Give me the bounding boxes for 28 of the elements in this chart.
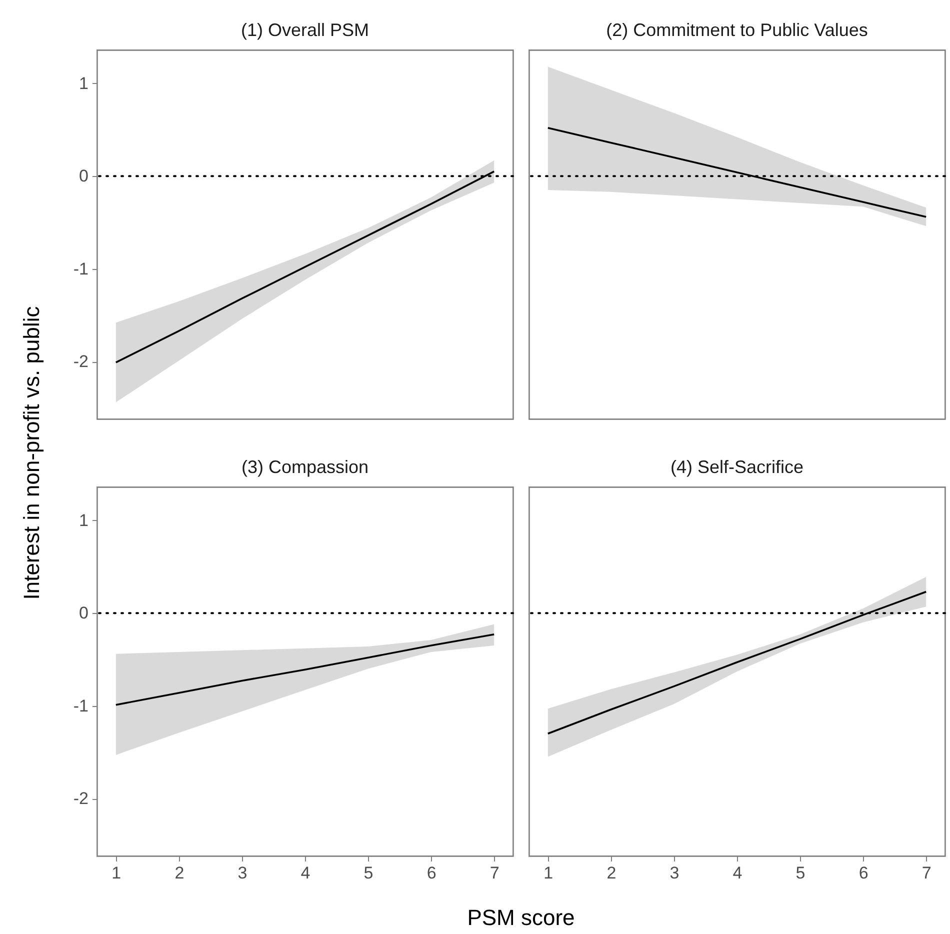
x-tick-label: 1 bbox=[112, 864, 122, 882]
x-tick-label: 6 bbox=[426, 864, 436, 882]
x-tick-label: 7 bbox=[922, 864, 932, 882]
x-tick-label: 7 bbox=[490, 864, 500, 882]
chart-title: (2) Commitment to Public Values bbox=[606, 20, 868, 40]
chart-title: (4) Self-Sacrifice bbox=[670, 457, 804, 477]
y-axis-title: Interest in non-profit vs. public bbox=[19, 306, 45, 600]
x-tick-label: 3 bbox=[670, 864, 680, 882]
y-tick-label: 1 bbox=[79, 510, 88, 530]
y-tick-label: 0 bbox=[79, 166, 88, 186]
x-tick-label: 2 bbox=[174, 864, 184, 882]
x-tick-label: 3 bbox=[238, 864, 248, 882]
y-tick-label: -2 bbox=[73, 789, 88, 808]
y-tick-label: -2 bbox=[73, 352, 88, 372]
x-tick-label: 5 bbox=[796, 864, 806, 882]
y-tick-label: 1 bbox=[79, 74, 88, 93]
x-tick-label: 4 bbox=[732, 864, 742, 882]
x-tick-label: 1 bbox=[544, 864, 554, 882]
x-tick-label: 4 bbox=[300, 864, 310, 882]
y-tick-label: -1 bbox=[73, 696, 88, 716]
x-tick-label: 6 bbox=[858, 864, 868, 882]
chart-title: (1) Overall PSM bbox=[240, 20, 370, 40]
x-axis-title: PSM score bbox=[467, 905, 575, 931]
y-tick-label: -1 bbox=[73, 259, 88, 278]
chart-title: (3) Compassion bbox=[241, 457, 369, 477]
y-tick-label: 0 bbox=[79, 604, 88, 623]
x-tick-label: 5 bbox=[364, 864, 374, 882]
x-tick-label: 2 bbox=[606, 864, 616, 882]
